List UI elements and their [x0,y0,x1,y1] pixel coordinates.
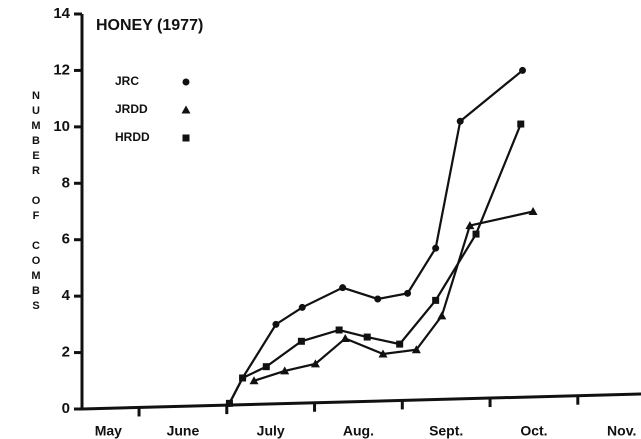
marker [432,244,440,252]
marker [182,78,190,86]
marker [437,311,447,320]
marker [374,295,382,303]
x-tick-label: June [167,423,200,439]
marker [225,399,233,407]
y-tick-label: 6 [62,231,70,248]
marker [249,376,259,385]
marker [411,345,421,354]
marker [182,134,190,142]
y-label-letter: M [31,120,40,132]
x-tick-label: Aug. [343,423,374,439]
y-label-letter: M [31,270,40,282]
x-tick-label: July [257,423,285,439]
marker [262,363,270,371]
marker [310,359,320,368]
marker [181,105,191,114]
x-tick-label: Oct. [520,423,547,439]
y-label-letter: E [32,150,39,162]
x-tick-label: Nov. [607,423,636,439]
y-label-letter: B [32,285,40,297]
marker [297,337,305,345]
y-tick-label: 14 [53,5,70,22]
y-tick-label: 8 [62,174,70,191]
marker [339,284,347,292]
marker [404,289,412,297]
y-label-letter: N [32,90,40,102]
marker [456,117,464,125]
y-label-letter: C [32,240,40,252]
chart-title: HONEY (1977) [96,17,203,34]
y-label-letter: O [32,255,41,267]
y-tick-label: 10 [53,118,70,135]
x-tick-label: May [95,423,122,439]
marker [519,66,527,74]
legend-label: JRC [115,74,139,88]
series-line [228,69,524,404]
marker [280,366,290,375]
y-label-letter: B [32,135,40,147]
marker [340,333,350,342]
y-tick-label: 12 [53,61,70,78]
marker [239,374,247,382]
marker [517,120,525,128]
y-tick-label: 0 [62,400,70,417]
legend-label: JRDD [115,102,148,116]
legend-label: HRDD [115,130,150,144]
series-line [228,123,522,404]
marker [432,296,440,304]
marker [465,221,475,230]
marker [378,349,388,358]
y-label-letter: S [32,300,39,312]
marker [472,230,480,238]
marker [335,326,343,334]
y-label-letter: O [32,195,41,207]
marker [272,320,280,328]
marker [298,303,306,311]
y-label-letter: U [32,105,40,117]
x-axis [81,392,641,411]
x-tick-label: Sept. [429,423,463,439]
y-tick-label: 4 [62,287,71,304]
y-tick-label: 2 [62,344,70,361]
marker [396,340,404,348]
y-label-letter: R [32,165,40,177]
marker [363,333,371,341]
y-label-letter: F [33,210,40,222]
marker [528,207,538,215]
